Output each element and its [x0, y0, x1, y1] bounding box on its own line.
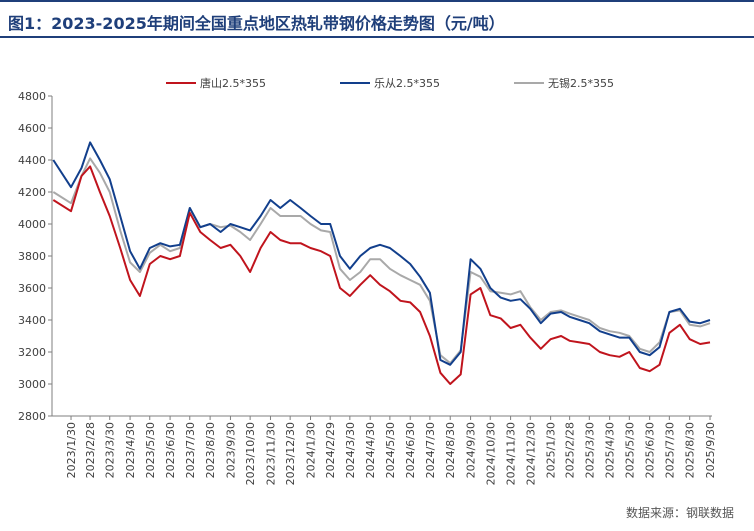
x-tick-label: 2025/1/30	[545, 422, 558, 478]
series-line-2	[52, 141, 711, 366]
data-source: 数据来源：钢联数据	[625, 506, 734, 520]
x-tick-label: 2023/3/30	[104, 422, 117, 478]
x-tick-label: 2025/2/28	[564, 422, 577, 478]
x-tick-label: 2024/7/30	[424, 422, 437, 478]
top-border	[0, 0, 754, 2]
y-tick-label: 3600	[18, 282, 46, 295]
legend: 唐山2.5*355 乐从2.5*355 无锡2.5*355	[166, 76, 614, 90]
plot-area	[52, 141, 711, 385]
x-tick-label: 2023/6/30	[164, 422, 177, 478]
legend-label-3: 无锡2.5*355	[548, 76, 614, 90]
y-tick-label: 2800	[18, 410, 46, 423]
x-tick-label: 2025/8/30	[684, 422, 697, 478]
x-tick-label: 2023/11/30	[264, 422, 277, 485]
x-tick-label: 2024/8/30	[444, 422, 457, 478]
x-tick-label: 2024/6/30	[404, 422, 417, 478]
y-tick-label: 4600	[18, 122, 46, 135]
y-tick-label: 3200	[18, 346, 46, 359]
title-rule	[0, 36, 754, 38]
x-tick-label: 2025/7/30	[663, 422, 676, 478]
x-tick-label: 2023/10/30	[244, 422, 257, 485]
y-tick-label: 3000	[18, 378, 46, 391]
x-tick-label: 2023/8/30	[204, 422, 217, 478]
y-axis: 2800 3000 3200 3400 3600 3800 4000 4200 4400 4600…	[18, 90, 53, 423]
x-tick-label: 2024/9/30	[465, 422, 478, 478]
x-tick-label: 2023/5/30	[144, 422, 157, 478]
x-tick-label: 2025/6/30	[644, 422, 657, 478]
x-tick-label: 2024/10/30	[484, 422, 497, 485]
x-tick-label: 2023/2/28	[84, 422, 97, 478]
x-tick-label: 2024/1/30	[304, 422, 317, 478]
x-tick-label: 2025/4/30	[604, 422, 617, 478]
x-tick-label: 2023/9/30	[224, 422, 237, 478]
x-tick-label: 2025/3/30	[583, 422, 596, 478]
x-axis: 2023/1/30 2023/2/28 2023/3/30 2023/4/30 2023…	[52, 415, 717, 485]
figure-title: 图1：2023-2025年期间全国重点地区热轧带钢价格走势图（元/吨）	[8, 14, 505, 33]
x-tick-label: 2025/5/30	[623, 422, 636, 478]
y-tick-label: 3400	[18, 314, 46, 327]
x-tick-label: 2024/11/30	[505, 422, 518, 485]
x-tick-label: 2025/9/30	[704, 422, 717, 478]
x-tick-label: 2024/5/30	[384, 422, 397, 478]
x-tick-label: 2023/12/30	[284, 422, 297, 485]
y-tick-label: 4200	[18, 186, 46, 199]
series-line-3	[52, 157, 711, 365]
y-tick-label: 3800	[18, 250, 46, 263]
y-tick-label: 4800	[18, 90, 46, 103]
legend-label-1: 唐山2.5*355	[200, 76, 266, 90]
y-tick-label: 4000	[18, 218, 46, 231]
x-tick-label: 2024/12/30	[524, 422, 537, 485]
x-tick-label: 2023/1/30	[65, 422, 78, 478]
x-tick-label: 2023/7/30	[184, 422, 197, 478]
x-tick-label: 2024/4/30	[364, 422, 377, 478]
x-tick-label: 2024/2/29	[324, 422, 337, 478]
legend-label-2: 乐从2.5*355	[374, 77, 440, 90]
series-line-1	[52, 165, 711, 385]
x-tick-label: 2024/3/30	[344, 422, 357, 478]
y-tick-label: 4400	[18, 154, 46, 167]
x-tick-label: 2023/4/30	[124, 422, 137, 478]
